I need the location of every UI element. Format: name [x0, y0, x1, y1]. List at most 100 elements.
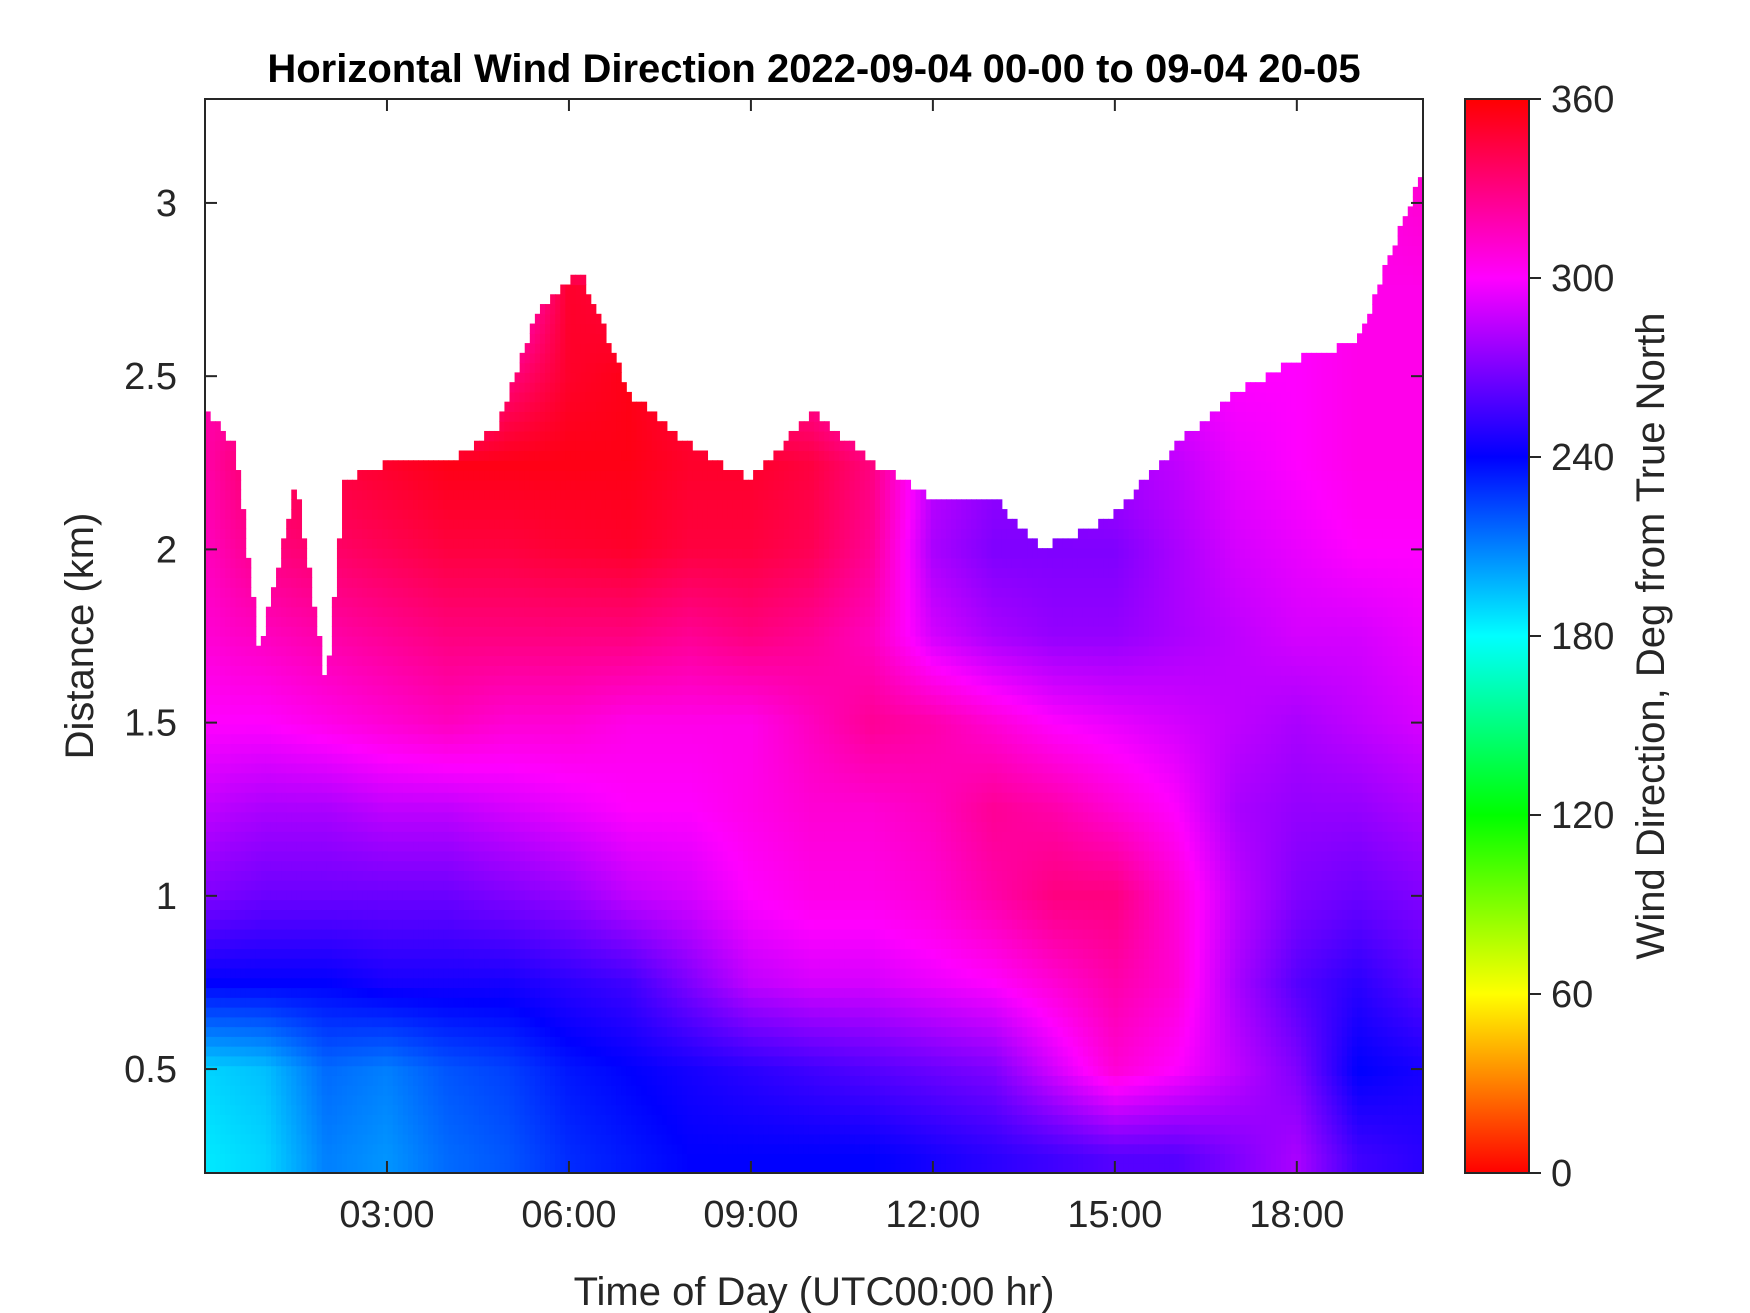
heatmap-cell — [418, 519, 424, 529]
heatmap-cell — [276, 1056, 282, 1066]
heatmap-cell — [545, 861, 551, 871]
heatmap-cell — [489, 782, 495, 792]
heatmap-cell — [372, 490, 378, 500]
heatmap-cell — [428, 695, 434, 705]
heatmap-cell — [347, 880, 353, 890]
heatmap-cell — [484, 656, 490, 666]
heatmap-cell — [474, 460, 480, 470]
heatmap-cell — [438, 861, 444, 871]
heatmap-cell — [449, 958, 455, 968]
heatmap-cell — [246, 636, 252, 646]
heatmap-cell — [271, 900, 277, 910]
heatmap-cell — [510, 392, 516, 402]
heatmap-cell — [357, 548, 363, 558]
heatmap-cell — [230, 1027, 236, 1037]
heatmap-cell — [337, 548, 343, 558]
heatmap-cell — [520, 363, 526, 373]
heatmap-cell — [535, 636, 541, 646]
heatmap-cell — [210, 1153, 216, 1163]
heatmap-cell — [459, 1046, 465, 1056]
heatmap-cell — [281, 929, 287, 939]
heatmap-cell — [276, 1017, 282, 1027]
heatmap-cell — [362, 704, 368, 714]
heatmap-cell — [520, 851, 526, 861]
heatmap-cell — [413, 568, 419, 578]
heatmap-cell — [454, 577, 460, 587]
heatmap-cell — [362, 880, 368, 890]
heatmap-cell — [464, 1066, 470, 1076]
heatmap-cell — [215, 939, 221, 949]
heatmap-cell — [342, 656, 348, 666]
heatmap-cell — [246, 880, 252, 890]
heatmap-cell — [261, 1007, 267, 1017]
heatmap-cell — [266, 792, 272, 802]
heatmap-cell — [550, 782, 556, 792]
heatmap-cell — [388, 519, 394, 529]
heatmap-cell — [367, 968, 373, 978]
heatmap-cell — [550, 792, 556, 802]
heatmap-cell — [444, 597, 450, 607]
heatmap-cell — [367, 568, 373, 578]
heatmap-cell — [307, 1124, 313, 1134]
heatmap-cell — [530, 499, 536, 509]
heatmap-cell — [408, 841, 414, 851]
heatmap-cell — [342, 1056, 348, 1066]
heatmap-cell — [210, 441, 216, 451]
heatmap-cell — [444, 900, 450, 910]
heatmap-cell — [499, 978, 505, 988]
heatmap-cell — [261, 724, 267, 734]
heatmap-cell — [433, 1085, 439, 1095]
heatmap-cell — [225, 997, 231, 1007]
heatmap-cell — [251, 919, 257, 929]
heatmap-cell — [403, 900, 409, 910]
heatmap-cell — [286, 987, 292, 997]
heatmap-cell — [438, 851, 444, 861]
heatmap-cell — [276, 792, 282, 802]
heatmap-cell — [241, 1007, 247, 1017]
heatmap-cell — [327, 851, 333, 861]
heatmap-cell — [520, 519, 526, 529]
heatmap-cell — [469, 509, 475, 519]
heatmap-cell — [286, 782, 292, 792]
heatmap-cell — [545, 724, 551, 734]
heatmap-cell — [296, 499, 302, 509]
heatmap-cell — [413, 773, 419, 783]
heatmap-cell — [291, 792, 297, 802]
heatmap-cell — [474, 577, 480, 587]
heatmap-cell — [281, 1056, 287, 1066]
heatmap-cell — [484, 919, 490, 929]
heatmap-cell — [555, 1056, 561, 1066]
heatmap-cell — [499, 1085, 505, 1095]
heatmap-cell — [464, 675, 470, 685]
heatmap-cell — [367, 909, 373, 919]
heatmap-cell — [378, 792, 384, 802]
heatmap-cell — [403, 460, 409, 470]
heatmap-cell — [220, 782, 226, 792]
heatmap-cell — [408, 529, 414, 539]
heatmap-cell — [266, 773, 272, 783]
heatmap-cell — [241, 1075, 247, 1085]
heatmap-cell — [276, 968, 282, 978]
heatmap-cell — [520, 441, 526, 451]
heatmap-cell — [352, 997, 358, 1007]
heatmap-cell — [261, 1124, 267, 1134]
heatmap-cell — [256, 841, 262, 851]
heatmap-cell — [235, 822, 241, 832]
heatmap-cell — [504, 987, 510, 997]
heatmap-cell — [301, 978, 307, 988]
heatmap-cell — [510, 450, 516, 460]
heatmap-cell — [352, 909, 358, 919]
heatmap-cell — [479, 587, 485, 597]
heatmap-cell — [251, 1114, 257, 1124]
heatmap-cell — [230, 490, 236, 500]
heatmap-cell — [515, 509, 521, 519]
heatmap-cell — [261, 1027, 267, 1037]
heatmap-cell — [438, 558, 444, 568]
heatmap-cell — [383, 861, 389, 871]
heatmap-cell — [469, 1007, 475, 1017]
heatmap-cell — [444, 958, 450, 968]
heatmap-cell — [489, 1114, 495, 1124]
heatmap-cell — [449, 1056, 455, 1066]
heatmap-cell — [388, 939, 394, 949]
heatmap-cell — [388, 1027, 394, 1037]
